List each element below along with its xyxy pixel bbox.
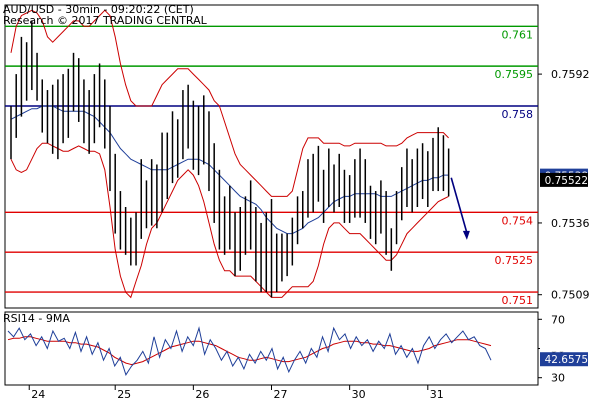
level-label: 0.7525 — [495, 254, 534, 267]
forecast-arrow-head — [462, 230, 470, 240]
time-axis-ticks: 24 25 26 27 30 31 — [28, 385, 444, 401]
rsi-badge-box — [540, 337, 588, 352]
price-axis-ticks: 0.7592 0.7536 0.7509 — [538, 68, 590, 302]
price-badge-box — [540, 172, 588, 187]
price-badge-label: 0.75522 — [545, 175, 588, 187]
rsi-tick-label: 30 — [551, 372, 565, 385]
price-badge-box — [540, 147, 588, 162]
level-label: 0.758 — [502, 108, 534, 121]
bollinger-bands — [10, 9, 449, 299]
price-tick-label: 0.7509 — [551, 289, 590, 302]
rsi-badge-label: 52.5194 — [545, 340, 589, 352]
rsi-badge-label: 42.6575 — [545, 354, 588, 366]
price-tick-label: 0.7592 — [551, 68, 590, 81]
price-bars — [10, 20, 450, 298]
rsi-badge-box — [540, 352, 588, 367]
level-labels: 0.761 0.7595 0.758 0.754 0.7525 0.751 — [495, 28, 534, 307]
chart-title: AUD/USD - 30min - 09:20:22 (CET) — [3, 3, 194, 16]
level-label: 0.754 — [502, 214, 534, 227]
bollinger-upper-line — [10, 9, 449, 197]
bollinger-lower-line — [10, 142, 449, 299]
time-tick-label: 26 — [195, 388, 209, 400]
time-tick-label: 24 — [31, 388, 45, 400]
time-tick-label: 27 — [274, 388, 288, 400]
price-badge-label: 0.75617 — [545, 150, 588, 162]
time-tick-label: 31 — [430, 388, 444, 400]
price-panel-frame — [4, 4, 539, 309]
rsi-badges: 52.5194 42.6575 — [540, 337, 589, 367]
level-label: 0.761 — [502, 28, 534, 41]
forecast-arrow — [450, 177, 470, 240]
price-tick-label: 0.7536 — [551, 217, 590, 230]
rsi-line — [7, 326, 492, 376]
rsi-lines — [7, 326, 492, 376]
chart-copyright: Research © 2017 TRADING CENTRAL — [3, 14, 208, 27]
level-label: 0.7595 — [495, 68, 534, 81]
time-tick-label: 30 — [352, 388, 366, 400]
level-label: 0.751 — [502, 294, 534, 307]
rsi-title: RSI14 - 9MA — [3, 312, 70, 325]
rsi-tick-label: 70 — [551, 313, 565, 326]
time-tick-label: 25 — [117, 388, 131, 400]
forecast-arrow-shaft — [450, 177, 468, 234]
